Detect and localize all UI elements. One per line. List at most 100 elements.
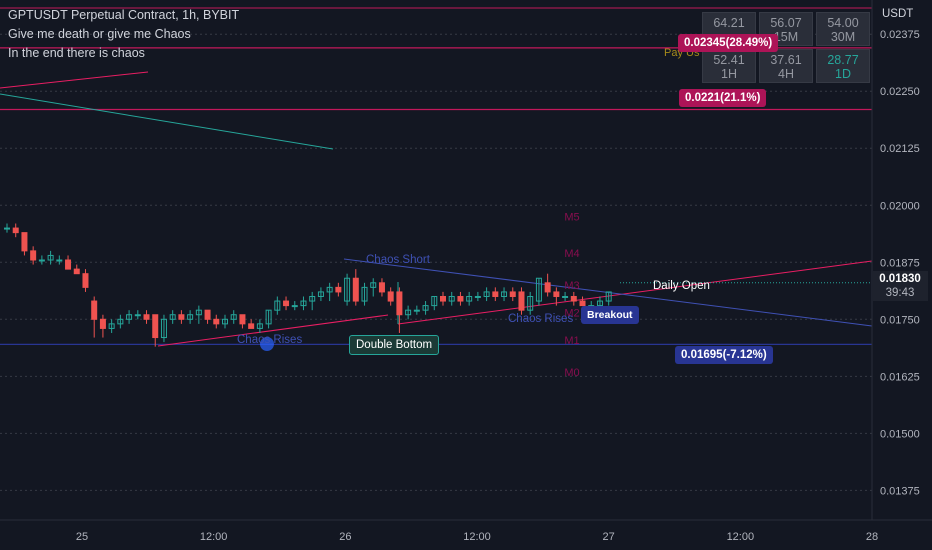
candle-body <box>448 295 455 302</box>
candle-body <box>361 286 368 302</box>
candle-body <box>474 295 481 298</box>
rsi-label: 30M <box>830 30 856 44</box>
breakout-badge[interactable]: Breakout <box>581 306 639 324</box>
target-badge-upper[interactable]: 0.0221(21.1%) <box>679 89 767 107</box>
rsi-label: 1D <box>835 67 851 81</box>
candle-body <box>387 291 394 302</box>
rsi-row-1: 64.21 56.07 15M 54.00 30M <box>702 12 872 46</box>
candle-body <box>283 300 290 307</box>
candle-body <box>256 323 263 329</box>
candle-body <box>535 277 542 302</box>
y-tick-label: 0.02250 <box>880 86 920 98</box>
candle-body <box>248 323 255 329</box>
trendline-chaos-rises-right <box>397 260 873 325</box>
chaos-rises-label-right: Chaos Rises <box>508 313 574 325</box>
rsi-cell-active: 28.77 1D <box>816 49 870 83</box>
candle-body <box>501 291 508 297</box>
x-tick-label: 28 <box>866 531 878 543</box>
candle-body <box>483 291 490 297</box>
candle-body <box>99 318 106 329</box>
candle-body <box>82 273 89 288</box>
candle-body <box>527 295 534 311</box>
candle-body <box>204 309 211 320</box>
x-tick-label: 12:00 <box>463 531 491 543</box>
candle-body <box>160 318 167 339</box>
y-tick-label: 0.02125 <box>880 143 920 155</box>
rsi-value: 56.07 <box>770 16 802 30</box>
candle-body <box>422 305 429 311</box>
rsi-label: 15M <box>773 30 799 44</box>
chaos-rises-marker <box>260 337 274 351</box>
target-badge-lower[interactable]: 0.01695(-7.12%) <box>675 346 773 364</box>
candle-body <box>457 295 464 302</box>
candle-body <box>431 295 438 307</box>
candle-body <box>309 295 316 302</box>
price-scale[interactable]: 0.02375 0.02250 0.02125 0.02000 0.01875 0.017… <box>871 0 920 520</box>
candle-body <box>143 314 150 320</box>
target-badge-top[interactable]: 0.02345(28.49%) <box>678 34 779 52</box>
candle-body <box>553 291 560 297</box>
candle-body <box>73 268 80 275</box>
candle-body <box>239 314 246 325</box>
trendline-chaos-rises-left <box>157 314 389 347</box>
candle-body <box>466 295 473 302</box>
candle-body <box>405 309 412 316</box>
chaos-rises-label-left: Chaos Rises <box>237 334 303 346</box>
rsi-label: 1H <box>721 67 737 81</box>
rsi-cell: 52.41 1H <box>702 49 756 83</box>
candle-body <box>108 323 115 329</box>
candle-body <box>4 227 10 230</box>
rsi-row-2: 52.41 1H 37.61 4H 28.77 1D <box>702 49 872 83</box>
y-tick-label: 0.01750 <box>880 314 920 326</box>
y-tick-label: 0.02000 <box>880 200 920 212</box>
rsi-value: 64.21 <box>713 16 745 30</box>
candle-body <box>265 309 272 325</box>
m-level-label: M1 <box>564 335 579 347</box>
candle-body <box>579 300 586 307</box>
candle-body <box>570 295 577 302</box>
rsi-value: 28.77 <box>827 53 859 67</box>
candle-body <box>126 314 133 320</box>
candle-body <box>396 291 403 316</box>
candle-body <box>56 259 63 262</box>
candle-body <box>169 314 176 320</box>
y-tick-label: 0.01500 <box>880 428 920 440</box>
candle-body <box>605 291 612 302</box>
candle-body <box>562 295 569 298</box>
current-price-tag[interactable]: 0.01830 39:43 <box>872 271 928 301</box>
candle-body <box>152 314 159 339</box>
m-level-label: M4 <box>564 248 579 260</box>
candle-body <box>300 300 307 307</box>
candle-body <box>492 291 499 297</box>
candle-body <box>195 309 202 316</box>
m-level-label: M0 <box>564 367 579 379</box>
candle-body <box>596 300 603 307</box>
candle-body <box>187 314 194 320</box>
y-tick-label: 0.01375 <box>880 485 920 497</box>
candle-body <box>65 259 72 270</box>
candle-body <box>413 309 420 312</box>
candle-body <box>378 282 385 293</box>
x-tick-label: 26 <box>339 531 351 543</box>
candle-body <box>326 286 333 293</box>
y-tick-label: 0.01875 <box>880 257 920 269</box>
candle-body <box>12 227 19 234</box>
candle-body <box>370 282 377 288</box>
bar-countdown: 39:43 <box>885 287 915 299</box>
candle-body <box>317 291 324 297</box>
x-tick-label: 25 <box>76 531 88 543</box>
time-scale[interactable]: 25 12:00 26 12:00 27 12:00 28 <box>0 519 932 543</box>
m-levels: M5 M4 M3 M2 M1 M0 <box>564 212 579 379</box>
rsi-value: 54.00 <box>827 16 859 30</box>
x-tick-label: 12:00 <box>727 531 755 543</box>
candle-body <box>344 277 351 302</box>
rsi-label: 4H <box>778 67 794 81</box>
rsi-value: 52.41 <box>713 53 745 67</box>
rsi-cell: 54.00 30M <box>816 12 870 46</box>
indicator-caption-1: Give me death or give me Chaos <box>8 27 191 41</box>
candle-body <box>509 291 516 297</box>
candle-body <box>178 314 185 320</box>
candle-body <box>335 286 342 293</box>
double-bottom-badge[interactable]: Double Bottom <box>349 335 440 355</box>
trendline-red-top <box>0 71 149 89</box>
